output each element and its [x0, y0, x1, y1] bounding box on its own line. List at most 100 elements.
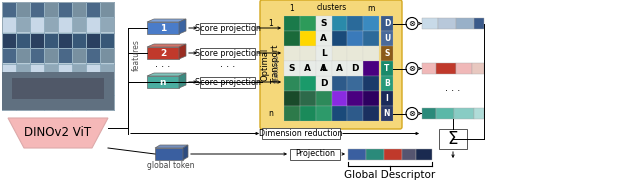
FancyBboxPatch shape [316, 76, 332, 91]
FancyBboxPatch shape [87, 65, 99, 79]
FancyBboxPatch shape [200, 47, 255, 58]
FancyBboxPatch shape [381, 31, 393, 46]
Text: D: D [384, 19, 390, 28]
Text: 2: 2 [160, 48, 166, 57]
FancyBboxPatch shape [45, 65, 58, 79]
Text: Score projection: Score projection [195, 77, 260, 86]
FancyBboxPatch shape [262, 128, 340, 139]
Text: · · ·: · · · [445, 86, 461, 96]
Text: 1: 1 [160, 24, 166, 33]
FancyBboxPatch shape [439, 129, 467, 149]
FancyBboxPatch shape [17, 96, 29, 110]
Text: global token: global token [147, 162, 195, 171]
FancyBboxPatch shape [200, 23, 255, 34]
FancyBboxPatch shape [3, 3, 15, 17]
FancyBboxPatch shape [284, 31, 300, 46]
Polygon shape [147, 47, 179, 59]
FancyBboxPatch shape [348, 91, 363, 106]
FancyBboxPatch shape [284, 76, 300, 91]
FancyBboxPatch shape [59, 65, 72, 79]
FancyBboxPatch shape [348, 61, 363, 76]
FancyBboxPatch shape [332, 106, 348, 121]
Polygon shape [155, 145, 188, 148]
FancyBboxPatch shape [45, 96, 58, 110]
Text: · · ·: · · · [220, 63, 235, 73]
Text: ⊗: ⊗ [408, 109, 415, 118]
Text: features: features [131, 39, 141, 71]
FancyBboxPatch shape [300, 46, 316, 61]
FancyBboxPatch shape [290, 149, 340, 160]
FancyBboxPatch shape [17, 18, 29, 32]
Text: 1: 1 [289, 4, 294, 13]
Circle shape [406, 63, 418, 74]
FancyBboxPatch shape [101, 34, 113, 48]
FancyBboxPatch shape [45, 80, 58, 94]
FancyBboxPatch shape [2, 2, 114, 110]
FancyBboxPatch shape [45, 49, 58, 63]
FancyBboxPatch shape [3, 80, 15, 94]
FancyBboxPatch shape [422, 63, 436, 74]
Polygon shape [179, 44, 186, 59]
FancyBboxPatch shape [284, 46, 300, 61]
Text: A: A [320, 34, 327, 43]
Text: n: n [269, 109, 273, 118]
FancyBboxPatch shape [363, 31, 379, 46]
Text: T: T [384, 64, 390, 73]
FancyBboxPatch shape [101, 49, 113, 63]
FancyBboxPatch shape [456, 18, 474, 29]
FancyBboxPatch shape [316, 31, 332, 46]
FancyBboxPatch shape [3, 34, 15, 48]
FancyBboxPatch shape [59, 18, 72, 32]
Circle shape [406, 107, 418, 120]
Text: m: m [367, 4, 375, 13]
FancyBboxPatch shape [422, 108, 436, 119]
FancyBboxPatch shape [436, 108, 454, 119]
FancyBboxPatch shape [348, 46, 363, 61]
Polygon shape [183, 145, 188, 160]
FancyBboxPatch shape [45, 3, 58, 17]
FancyBboxPatch shape [31, 18, 44, 32]
FancyBboxPatch shape [73, 34, 86, 48]
FancyBboxPatch shape [332, 16, 348, 31]
FancyBboxPatch shape [381, 106, 393, 121]
Text: Score projection: Score projection [195, 48, 260, 57]
FancyBboxPatch shape [348, 31, 363, 46]
Text: L: L [321, 49, 326, 58]
FancyBboxPatch shape [284, 61, 300, 76]
Circle shape [406, 17, 418, 30]
FancyBboxPatch shape [332, 76, 348, 91]
FancyBboxPatch shape [316, 31, 332, 46]
FancyBboxPatch shape [200, 76, 255, 87]
FancyBboxPatch shape [438, 18, 456, 29]
FancyBboxPatch shape [348, 149, 366, 160]
FancyBboxPatch shape [17, 49, 29, 63]
FancyBboxPatch shape [101, 65, 113, 79]
FancyBboxPatch shape [59, 3, 72, 17]
Text: Optimal
Transport: Optimal Transport [260, 45, 280, 84]
Polygon shape [179, 73, 186, 88]
Text: Global Descriptor: Global Descriptor [344, 171, 436, 181]
FancyBboxPatch shape [474, 18, 484, 29]
FancyBboxPatch shape [45, 34, 58, 48]
Polygon shape [147, 19, 186, 22]
FancyBboxPatch shape [3, 65, 15, 79]
FancyBboxPatch shape [59, 49, 72, 63]
FancyBboxPatch shape [17, 34, 29, 48]
Text: B: B [384, 79, 390, 88]
FancyBboxPatch shape [332, 46, 348, 61]
Polygon shape [147, 73, 186, 76]
FancyBboxPatch shape [31, 49, 44, 63]
FancyBboxPatch shape [59, 80, 72, 94]
FancyBboxPatch shape [73, 49, 86, 63]
FancyBboxPatch shape [381, 16, 393, 31]
Polygon shape [147, 22, 179, 34]
FancyBboxPatch shape [363, 16, 379, 31]
Text: DINOv2 ViT: DINOv2 ViT [24, 126, 92, 140]
Text: S: S [321, 19, 327, 28]
FancyBboxPatch shape [348, 16, 363, 31]
FancyBboxPatch shape [366, 149, 384, 160]
Text: I: I [385, 94, 388, 103]
FancyBboxPatch shape [316, 61, 332, 76]
FancyBboxPatch shape [316, 46, 332, 61]
Text: S: S [289, 64, 295, 73]
